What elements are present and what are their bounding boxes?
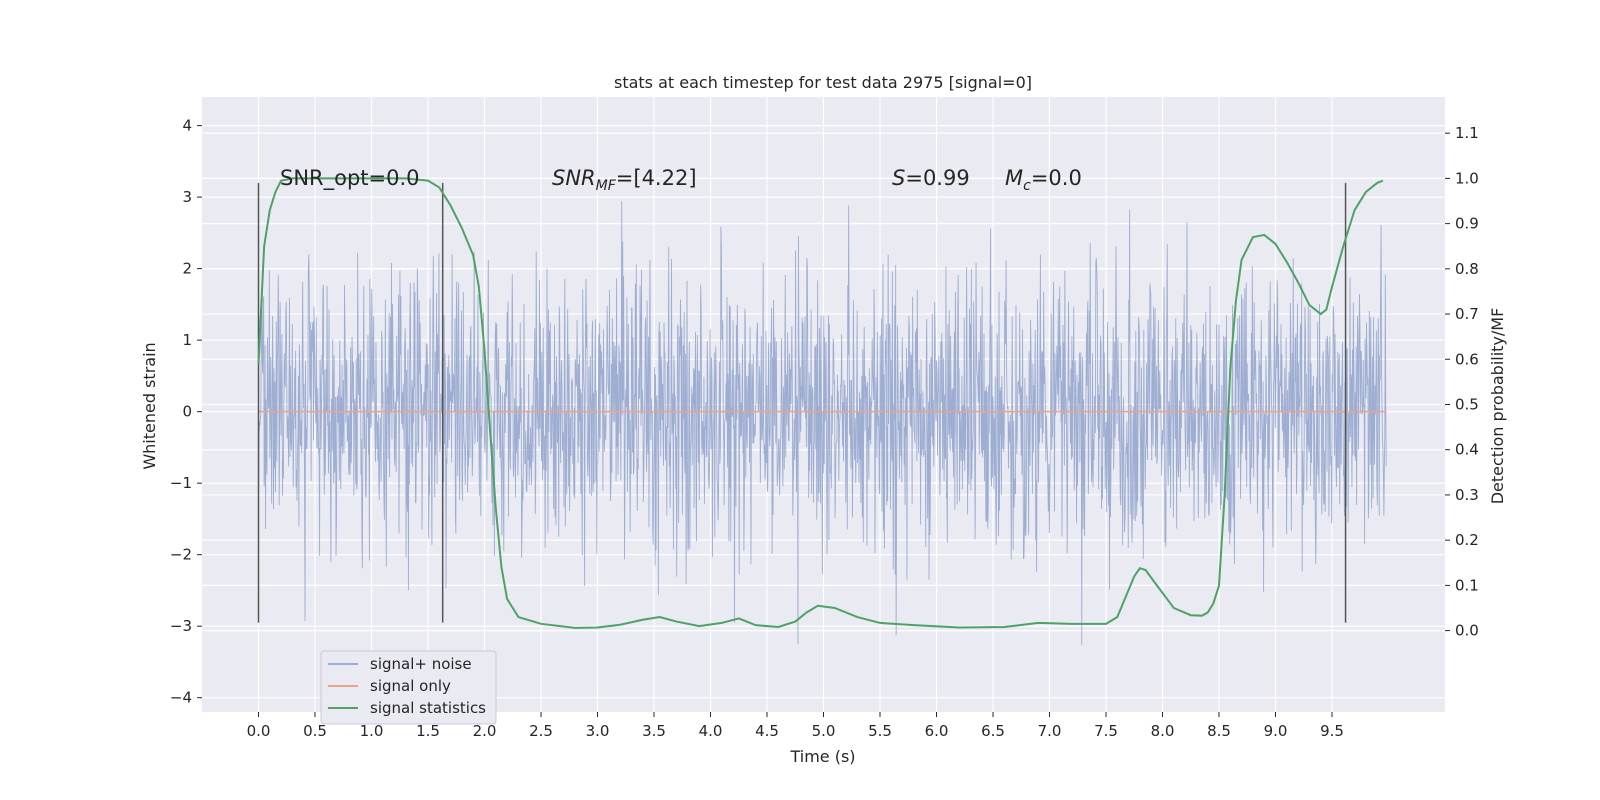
signal-statistics-series bbox=[257, 177, 1384, 629]
y-axis-label: Whitened strain bbox=[140, 342, 159, 469]
y-right-tick-label: 0.1 bbox=[1455, 576, 1479, 594]
axis-ticks: 0.0 0.5 1.0 1.5 2.0 2.5 3.0 3.5 4.0 4.5 5.0 5.5 6.0 6… bbox=[170, 117, 1479, 740]
y-tick-label: −3 bbox=[170, 617, 192, 635]
x-tick-label: 5.5 bbox=[868, 722, 892, 740]
y-right-tick-label: 0.5 bbox=[1455, 396, 1479, 414]
y-tick-label: −4 bbox=[170, 689, 192, 707]
vertical-markers bbox=[257, 182, 1347, 623]
y-tick-label: 1 bbox=[182, 331, 192, 349]
x-tick-label: 1.0 bbox=[360, 722, 384, 740]
x-tick-label: 3.0 bbox=[586, 722, 610, 740]
y-right-tick-label: 1.0 bbox=[1455, 169, 1479, 187]
x-axis-label: Time (s) bbox=[789, 747, 855, 766]
x-tick-label: 8.5 bbox=[1207, 722, 1231, 740]
snr-mf-base: SNR bbox=[552, 166, 596, 190]
annotation-mc: Mc=0.0 bbox=[1005, 166, 1082, 194]
x-tick-label: 8.0 bbox=[1151, 722, 1175, 740]
x-tick-label: 9.0 bbox=[1264, 722, 1288, 740]
mc-base: M bbox=[1005, 166, 1023, 190]
x-tick-label: 2.5 bbox=[529, 722, 553, 740]
mc-subscript: c bbox=[1023, 178, 1031, 194]
annotation-s: S=0.99 bbox=[892, 166, 970, 190]
x-tick-label: 3.5 bbox=[642, 722, 666, 740]
signal-noise-trace bbox=[258, 200, 1387, 645]
snr-mf-subscript: MF bbox=[596, 178, 617, 194]
legend-label-signal-only: signal only bbox=[370, 677, 451, 695]
legend-label-signal-statistics: signal statistics bbox=[370, 699, 486, 717]
x-tick-label: 1.5 bbox=[416, 722, 440, 740]
y-right-tick-label: 0.8 bbox=[1455, 260, 1479, 278]
y-tick-label: 3 bbox=[182, 188, 192, 206]
y-tick-label: 4 bbox=[182, 117, 192, 135]
y-right-tick-label: 0.9 bbox=[1455, 215, 1479, 233]
y-right-tick-label: 0.7 bbox=[1455, 305, 1479, 323]
signal-noise-series bbox=[258, 200, 1387, 645]
y-right-tick-label: 0.3 bbox=[1455, 486, 1479, 504]
x-tick-label: 6.5 bbox=[981, 722, 1005, 740]
annotation-snr-opt: SNR_opt=0.0 bbox=[280, 166, 420, 191]
y-right-tick-label: 0.2 bbox=[1455, 531, 1479, 549]
y-right-tick-label: 0.4 bbox=[1455, 441, 1479, 459]
x-tick-label: 4.5 bbox=[755, 722, 779, 740]
y-tick-label: 2 bbox=[182, 260, 192, 278]
x-tick-label: 0.0 bbox=[247, 722, 271, 740]
x-tick-label: 7.5 bbox=[1094, 722, 1118, 740]
legend-label-signal-noise: signal+ noise bbox=[370, 655, 472, 673]
legend: signal+ noise signal only signal statist… bbox=[320, 650, 497, 725]
x-tick-label: 6.0 bbox=[925, 722, 949, 740]
s-label: S bbox=[892, 166, 905, 190]
y-tick-label: −2 bbox=[170, 546, 192, 564]
annotation-snr-mf: SNRMF=[4.22] bbox=[552, 166, 697, 194]
mc-value: =0.0 bbox=[1031, 166, 1082, 190]
x-tick-label: 7.0 bbox=[1038, 722, 1062, 740]
legend-box bbox=[320, 650, 497, 725]
snr-mf-value: =[4.22] bbox=[616, 166, 697, 190]
x-tick-label: 4.0 bbox=[699, 722, 723, 740]
chart-title: stats at each timestep for test data 297… bbox=[614, 73, 1032, 92]
y-right-tick-label: 0.6 bbox=[1455, 350, 1479, 368]
x-tick-label: 9.5 bbox=[1320, 722, 1344, 740]
x-tick-label: 5.0 bbox=[812, 722, 836, 740]
y-tick-label: −1 bbox=[170, 474, 192, 492]
y-tick-label: 0 bbox=[182, 403, 192, 421]
y-axis-right-label: Detection probability/MF bbox=[1488, 308, 1507, 505]
y-right-tick-label: 1.1 bbox=[1455, 124, 1479, 142]
x-tick-label: 2.0 bbox=[473, 722, 497, 740]
x-tick-label: 0.5 bbox=[303, 722, 327, 740]
y-right-tick-label: 0.0 bbox=[1455, 622, 1479, 640]
s-value: =0.99 bbox=[905, 166, 969, 190]
grid bbox=[202, 97, 1445, 712]
